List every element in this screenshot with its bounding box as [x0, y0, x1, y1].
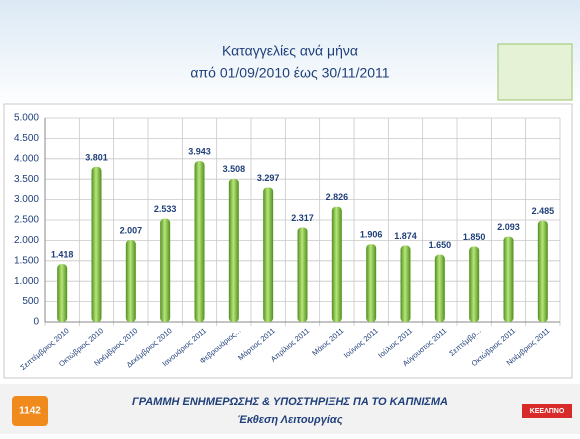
y-tick-label: 5.000 [14, 113, 39, 124]
y-tick-label: 1.000 [14, 276, 39, 287]
bar [297, 227, 308, 322]
bar [366, 244, 377, 322]
value-label: 3.297 [257, 173, 280, 183]
value-label: 3.508 [223, 164, 246, 174]
value-label: 1.874 [394, 231, 417, 241]
footer-title: ΓΡΑΜΜΗ ΕΝΗΜΕΡΩΣΗΣ & ΥΠΟΣΤΗΡΙΞΗΣ ΠΑ ΤΟ ΚΑ… [132, 396, 448, 408]
y-tick-label: 4.000 [14, 153, 39, 164]
bar [400, 245, 411, 322]
value-label: 2.533 [154, 204, 177, 214]
bar [503, 236, 514, 322]
footer-subtitle: Έκθεση Λειτουργίας [237, 414, 342, 426]
bar [469, 246, 480, 322]
bar [434, 254, 445, 322]
value-label: 2.317 [291, 213, 314, 223]
bar [537, 220, 548, 322]
bar [160, 218, 171, 322]
footer-right-logo-text: ΚΕΕΛΠΝΟ [530, 408, 565, 415]
footer-left-logo-text: 1142 [19, 406, 41, 417]
bar [57, 264, 68, 322]
y-tick-label: 2.500 [14, 215, 39, 226]
footer-band [0, 384, 580, 434]
value-label: 2.007 [120, 225, 143, 235]
value-label: 1.850 [463, 232, 486, 242]
y-tick-label: 500 [22, 296, 39, 307]
y-tick-label: 3.500 [14, 174, 39, 185]
value-label: 3.801 [85, 152, 108, 162]
y-tick-label: 2.000 [14, 235, 39, 246]
bar [228, 178, 239, 322]
logo [497, 43, 573, 101]
value-label: 1.418 [51, 250, 74, 260]
bar [263, 187, 274, 322]
y-tick-label: 0 [33, 317, 39, 328]
bar [91, 166, 102, 322]
value-label: 2.826 [326, 192, 349, 202]
footer-right-logo [522, 404, 572, 418]
y-tick-label: 4.500 [14, 133, 39, 144]
value-label: 3.943 [188, 147, 211, 157]
chart-subtitle: από 01/09/2010 έως 30/11/2011 [190, 65, 389, 81]
value-label: 2.093 [497, 222, 520, 232]
footer-left-logo [12, 396, 48, 426]
value-label: 1.906 [360, 230, 383, 240]
y-tick-label: 3.000 [14, 194, 39, 205]
bar [125, 240, 136, 322]
bar [194, 161, 205, 322]
bar [331, 206, 342, 322]
y-tick-label: 1.500 [14, 255, 39, 266]
chart-title: Καταγγελίες ανά μήνα [222, 43, 358, 59]
value-label: 2.485 [532, 206, 555, 216]
value-label: 1.650 [429, 240, 452, 250]
